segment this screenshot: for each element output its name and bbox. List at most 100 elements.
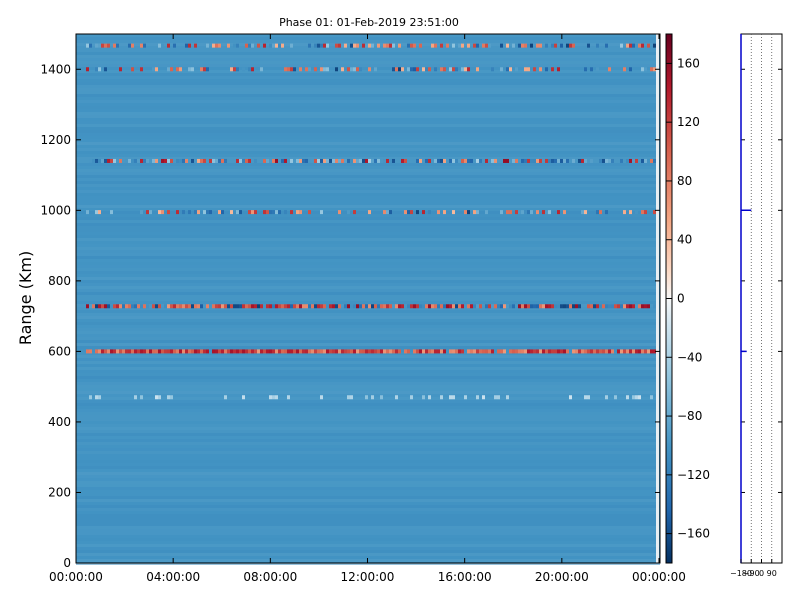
heatmap-cell (461, 304, 464, 309)
heatmap-cell (527, 158, 530, 163)
heatmap-cell (341, 43, 344, 48)
heatmap-cell (383, 349, 386, 354)
heatmap-cell (164, 349, 167, 354)
heatmap-cell (512, 304, 515, 309)
heatmap-cell (263, 43, 266, 48)
heatmap-row (76, 448, 660, 451)
heatmap-cell (278, 304, 281, 309)
heatmap-cell (620, 158, 623, 163)
heatmap-cell (272, 158, 275, 163)
heatmap-cell (377, 158, 380, 163)
heatmap-cell (551, 349, 554, 354)
heatmap-cell (467, 210, 470, 215)
heatmap-cell (359, 67, 362, 72)
heatmap-cell (323, 43, 326, 48)
heatmap-cell (536, 67, 539, 72)
heatmap-cell (338, 349, 341, 354)
heatmap-cell (641, 349, 644, 354)
heatmap-cell (566, 43, 569, 48)
heatmap-cell (533, 67, 536, 72)
heatmap-cell (587, 304, 590, 309)
heatmap-cell (260, 67, 263, 72)
heatmap-cell (272, 349, 275, 354)
heatmap-cell (131, 43, 134, 48)
heatmap-row (76, 85, 660, 88)
heatmap-cell (470, 349, 473, 354)
heatmap-cell (518, 43, 521, 48)
heatmap-cell (509, 210, 512, 215)
heatmap-cell (194, 210, 197, 215)
heatmap-row (76, 208, 660, 211)
heatmap-cell (377, 349, 380, 354)
heatmap-cell (398, 43, 401, 48)
heatmap-cell (107, 304, 110, 309)
heatmap-row (76, 409, 660, 412)
heatmap-cell (191, 349, 194, 354)
heatmap-row (76, 532, 660, 535)
heatmap-cell (626, 395, 629, 400)
heatmap-cell (464, 67, 467, 72)
heatmap-cell (629, 304, 632, 309)
heatmap-row (76, 214, 660, 217)
heatmap-cell (395, 67, 398, 72)
heatmap-row (76, 196, 660, 199)
heatmap-cell (542, 210, 545, 215)
heatmap-cell (131, 349, 134, 354)
heatmap-cell (359, 349, 362, 354)
y-tick-label: 800 (48, 274, 71, 288)
heatmap-cell (86, 349, 89, 354)
heatmap-row (76, 274, 660, 277)
heatmap-cell (392, 43, 395, 48)
heatmap-cell (485, 210, 488, 215)
heatmap-cell (398, 67, 401, 72)
heatmap-cell (419, 304, 422, 309)
heatmap-cell (197, 304, 200, 309)
heatmap-cell (140, 304, 143, 309)
heatmap-cell (449, 395, 452, 400)
heatmap-cell (578, 349, 581, 354)
heatmap-cell (536, 304, 539, 309)
heatmap-cell (485, 158, 488, 163)
heatmap-cell (650, 67, 653, 72)
x-tick-label: 20:00:00 (535, 570, 589, 584)
heatmap-cell (248, 43, 251, 48)
heatmap-panel: 0 200 400 600 800 1000 1200 1400 00:00:00 04:00:… (40, 33, 686, 584)
heatmap-cell (290, 67, 293, 72)
heatmap-cell (431, 304, 434, 309)
heatmap-cell (635, 43, 638, 48)
heatmap-cell (467, 349, 470, 354)
heatmap-cell (554, 43, 557, 48)
heatmap-cell (368, 43, 371, 48)
heatmap-cell (467, 158, 470, 163)
heatmap-cell (101, 304, 104, 309)
profile-panel: −180−90 0 90 (730, 33, 783, 578)
heatmap-cell (218, 43, 221, 48)
heatmap-cell (95, 43, 98, 48)
heatmap-cell (632, 43, 635, 48)
heatmap-cell (290, 304, 293, 309)
heatmap-row (76, 457, 660, 460)
heatmap-cell (608, 349, 611, 354)
heatmap-cell (167, 395, 170, 400)
heatmap-cell (200, 158, 203, 163)
heatmap-cell (131, 304, 134, 309)
heatmap-row (76, 280, 660, 283)
heatmap-row (76, 460, 660, 463)
heatmap-cell (482, 349, 485, 354)
heatmap-cell (119, 67, 122, 72)
heatmap-cell (647, 304, 650, 309)
heatmap-cell (155, 349, 158, 354)
heatmap-row (76, 295, 660, 298)
heatmap-cell (377, 304, 380, 309)
heatmap-cell (545, 43, 548, 48)
heatmap-row (76, 493, 660, 496)
heatmap-cell (326, 67, 329, 72)
heatmap-row (76, 64, 660, 67)
heatmap-cell (425, 349, 428, 354)
heatmap-cell (326, 304, 329, 309)
heatmap-row (76, 238, 660, 241)
heatmap-cell (161, 349, 164, 354)
heatmap-cell (197, 210, 200, 215)
heatmap-cell (383, 304, 386, 309)
heatmap-cell (647, 43, 650, 48)
